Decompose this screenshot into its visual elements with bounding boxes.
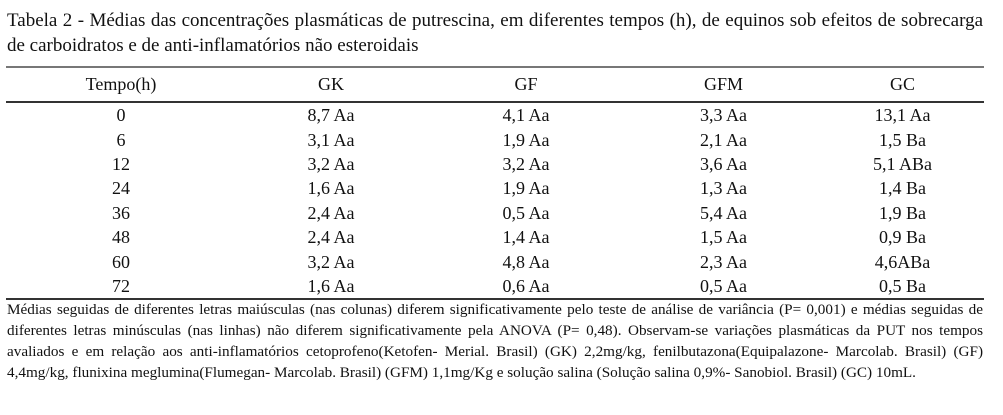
table-row: 60 3,2 Aa 4,8 Aa 2,3 Aa 4,6ABa bbox=[6, 249, 984, 273]
header-gf: GF bbox=[426, 66, 626, 103]
cell-tempo: 72 bbox=[6, 273, 236, 301]
table-caption: Tabela 2 - Médias das concentrações plas… bbox=[7, 10, 983, 56]
cell-gc: 1,9 Ba bbox=[879, 202, 926, 223]
table-footnote: Médias seguidas de diferentes letras mai… bbox=[7, 299, 983, 383]
cell-gk: 3,2 Aa bbox=[307, 251, 355, 272]
cell-gfm: 3,6 Aa bbox=[700, 153, 747, 174]
cell-gf: 0,6 Aa bbox=[426, 273, 626, 301]
table-header-row: Tempo(h) GK GF GFM GC bbox=[6, 66, 984, 103]
cell-gk: 8,7 Aa bbox=[307, 105, 355, 126]
cell-gf: 0,5 Aa bbox=[502, 202, 550, 223]
cell-gf: 1,9 Aa bbox=[502, 178, 550, 199]
cell-gc: 4,6ABa bbox=[874, 251, 931, 272]
cell-gk: 2,4 Aa bbox=[307, 202, 355, 223]
cell-gk: 1,6 Aa bbox=[307, 178, 355, 199]
cell-gc: 1,4 Ba bbox=[879, 178, 926, 199]
cell-gk: 3,1 Aa bbox=[307, 129, 355, 150]
table-row: 0 8,7 Aa 4,1 Aa 3,3 Aa 13,1 Aa bbox=[6, 102, 984, 127]
header-gk: GK bbox=[236, 66, 426, 103]
cell-tempo: 0 bbox=[116, 105, 126, 126]
cell-gk: 2,4 Aa bbox=[307, 227, 355, 248]
cell-gf: 1,9 Aa bbox=[502, 129, 550, 150]
header-tempo: Tempo(h) bbox=[6, 66, 236, 103]
table-row: 12 3,2 Aa 3,2 Aa 3,6 Aa 5,1 ABa bbox=[6, 152, 984, 176]
footnote-text: Médias seguidas de diferentes letras mai… bbox=[7, 301, 983, 381]
header-gfm: GFM bbox=[626, 66, 821, 103]
cell-tempo: 24 bbox=[112, 178, 130, 199]
cell-gk: 1,6 Aa bbox=[236, 273, 426, 301]
table-row: 36 2,4 Aa 0,5 Aa 5,4 Aa 1,9 Ba bbox=[6, 201, 984, 225]
cell-tempo: 48 bbox=[112, 227, 130, 248]
cell-gfm: 1,5 Aa bbox=[700, 227, 747, 248]
cell-gf: 1,4 Aa bbox=[502, 227, 550, 248]
cell-gfm: 0,5 Aa bbox=[626, 273, 821, 301]
table-row: 24 1,6 Aa 1,9 Aa 1,3 Aa 1,4 Ba bbox=[6, 176, 984, 200]
cell-gfm: 2,3 Aa bbox=[700, 251, 747, 272]
data-table: Tempo(h) GK GF GFM GC 0 8,7 Aa 4,1 Aa 3,3 A… bbox=[6, 66, 984, 301]
cell-gfm: 1,3 Aa bbox=[700, 178, 747, 199]
cell-gfm: 5,4 Aa bbox=[700, 202, 747, 223]
cell-gc: 13,1 Aa bbox=[874, 105, 931, 126]
cell-gfm: 3,3 Aa bbox=[700, 105, 747, 126]
cell-gk: 3,2 Aa bbox=[307, 153, 355, 174]
header-gc: GC bbox=[821, 66, 984, 103]
cell-tempo: 60 bbox=[112, 251, 130, 272]
table-row: 6 3,1 Aa 1,9 Aa 2,1 Aa 1,5 Ba bbox=[6, 127, 984, 151]
table-row: 48 2,4 Aa 1,4 Aa 1,5 Aa 0,9 Ba bbox=[6, 225, 984, 249]
cell-gc: 0,5 Ba bbox=[821, 273, 984, 301]
cell-tempo: 36 bbox=[112, 202, 130, 223]
cell-gf: 4,8 Aa bbox=[502, 251, 550, 272]
cell-gfm: 2,1 Aa bbox=[700, 129, 747, 150]
cell-gc: 5,1 ABa bbox=[872, 153, 932, 174]
cell-tempo: 12 bbox=[112, 153, 130, 174]
cell-tempo: 6 bbox=[116, 129, 126, 150]
cell-gf: 4,1 Aa bbox=[502, 105, 550, 126]
cell-gc: 1,5 Ba bbox=[879, 129, 926, 150]
cell-gf: 3,2 Aa bbox=[502, 153, 550, 174]
cell-gc: 0,9 Ba bbox=[879, 227, 926, 248]
table-row: 72 1,6 Aa 0,6 Aa 0,5 Aa 0,5 Ba bbox=[6, 273, 984, 301]
